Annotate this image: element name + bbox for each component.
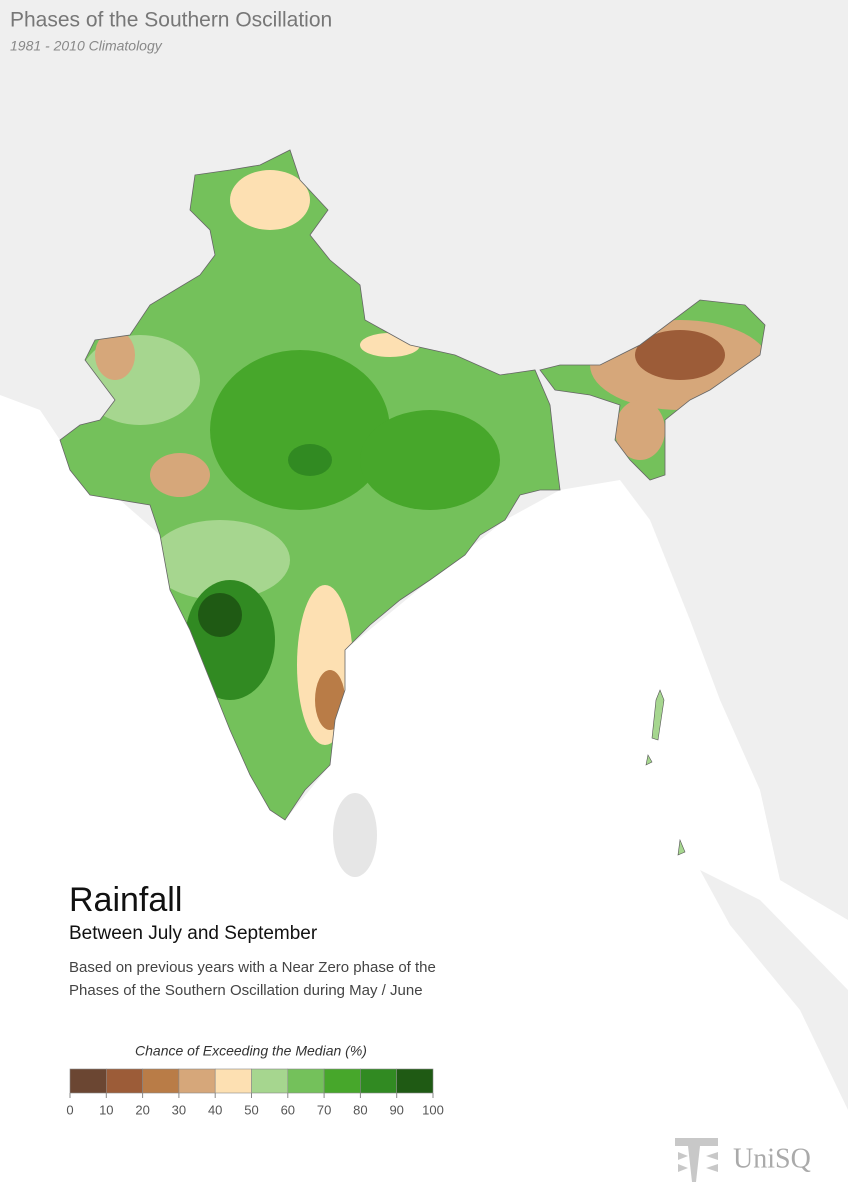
surface-patch (95, 330, 135, 380)
legend-tick-label: 50 (244, 1102, 258, 1117)
legend-tick-label: 80 (353, 1102, 367, 1117)
panel-description: Based on previous years with a Near Zero… (69, 959, 436, 976)
legend-swatch (178, 1068, 216, 1094)
legend-tick-label: 0 (66, 1102, 73, 1117)
legend-swatch (251, 1068, 289, 1094)
surface-patch (210, 350, 390, 510)
legend-tick-label: 90 (389, 1102, 403, 1117)
surface-patch (150, 453, 210, 497)
legend-swatch (142, 1068, 180, 1094)
surface-patch (198, 593, 242, 637)
legend-swatch (69, 1068, 107, 1094)
legend-tick-label: 60 (281, 1102, 295, 1117)
logo-text: UniSQ (733, 1143, 811, 1174)
legend-tick-label: 30 (172, 1102, 186, 1117)
surface-patch (615, 400, 665, 460)
legend-tick-label: 40 (208, 1102, 222, 1117)
andaman-islands (645, 689, 686, 856)
surface-patch (230, 170, 310, 230)
legend-swatch (287, 1068, 325, 1094)
legend-tick-label: 20 (135, 1102, 149, 1117)
legend-swatch (360, 1068, 397, 1094)
legend-swatch (396, 1068, 434, 1094)
india-outline (59, 149, 766, 821)
logo-icon (675, 1138, 718, 1182)
legend-tick-label: 100 (422, 1102, 444, 1117)
surface-patch (360, 410, 500, 510)
legend-title: Chance of Exceeding the Median (%) (135, 1043, 367, 1059)
panel-heading: Rainfall (69, 881, 182, 919)
legend-swatch (323, 1068, 361, 1094)
sea (0, 395, 848, 1199)
legend-tick-label: 70 (317, 1102, 331, 1117)
land-sumatra (700, 870, 848, 1110)
surface-patch (150, 520, 290, 600)
legend-swatch (214, 1068, 252, 1094)
surface-patch (635, 330, 725, 380)
legend-tick-label: 10 (99, 1102, 113, 1117)
panel-description: Phases of the Southern Oscillation durin… (69, 982, 423, 999)
map-title: Phases of the Southern Oscillation (10, 9, 332, 32)
legend: 0 10 20 30 40 50 60 70 80 90 100 (66, 1068, 444, 1117)
panel-subheading: Between July and September (69, 923, 318, 944)
legend-swatch (106, 1068, 143, 1094)
surface-patch (288, 444, 332, 476)
sri-lanka (333, 793, 377, 877)
map-subtitle: 1981 - 2010 Climatology (10, 38, 163, 54)
